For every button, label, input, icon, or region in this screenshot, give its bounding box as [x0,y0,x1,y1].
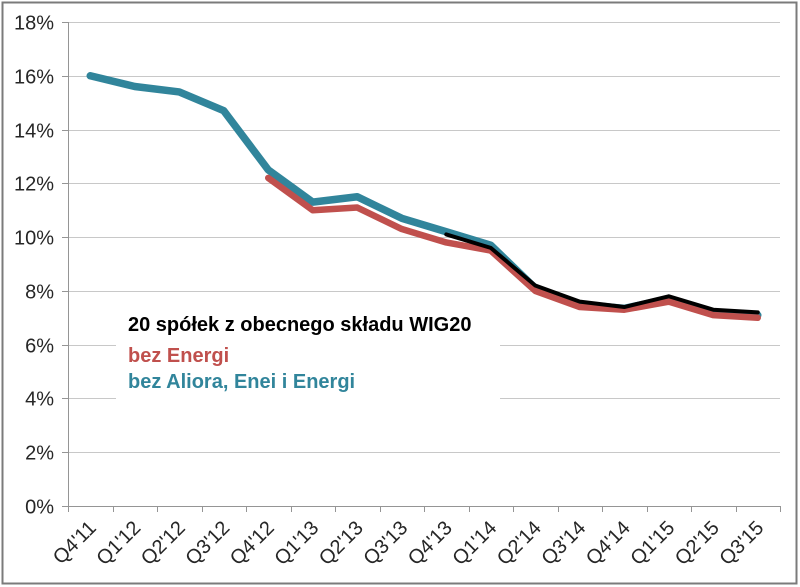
y-axis-label: 16% [14,67,54,89]
legend: 20 spółek z obecnego składu WIG20 bez En… [128,314,471,393]
series-group [86,72,762,322]
series-line-bez-energi [265,174,761,322]
x-axis-label: Q3'15 [715,517,768,570]
x-axis-label: Q2'15 [671,517,724,570]
y-axis-label: 14% [14,121,54,143]
x-axis-label: Q1'14 [448,517,501,570]
y-axis-label: 4% [25,389,54,411]
series-line-wig20-20-spolek [444,232,760,315]
x-axis-label: Q2'12 [137,517,190,570]
legend-item-bez-energi: bez Energi [128,345,229,367]
x-axis-label: Q2'13 [315,517,368,570]
x-axis-label: Q3'14 [537,517,590,570]
x-axis-label: Q4'14 [582,517,635,570]
legend-item-bez-aliora-enei-energi: bez Aliora, Enei i Energi [128,371,355,393]
x-axis-label: Q4'13 [404,517,457,570]
x-axis-label: Q4'11 [49,517,101,569]
x-axis-label: Q2'14 [493,517,546,570]
x-axis-label: Q3'12 [181,517,234,570]
x-axis-label: Q1'12 [92,517,145,570]
y-axis-label: 12% [14,174,54,196]
series-line-bez-aliora-enei-energi [86,72,762,319]
legend-item-wig20-20-spolek: 20 spółek z obecnego składu WIG20 [128,314,471,336]
y-axis-label: 2% [25,443,54,465]
y-axis-label: 10% [14,228,54,250]
x-axis-label: Q3'13 [359,517,412,570]
axes-group [62,22,781,512]
x-axis-label: Q1'13 [270,517,323,570]
y-axis-label: 18% [14,13,54,35]
y-axis-label: 0% [25,497,54,519]
x-axis-label: Q1'15 [626,517,679,570]
y-axis-label: 8% [25,282,54,304]
x-axis-label: Q4'12 [226,517,279,570]
legend-background [116,302,500,404]
y-axis-label: 6% [25,336,54,358]
